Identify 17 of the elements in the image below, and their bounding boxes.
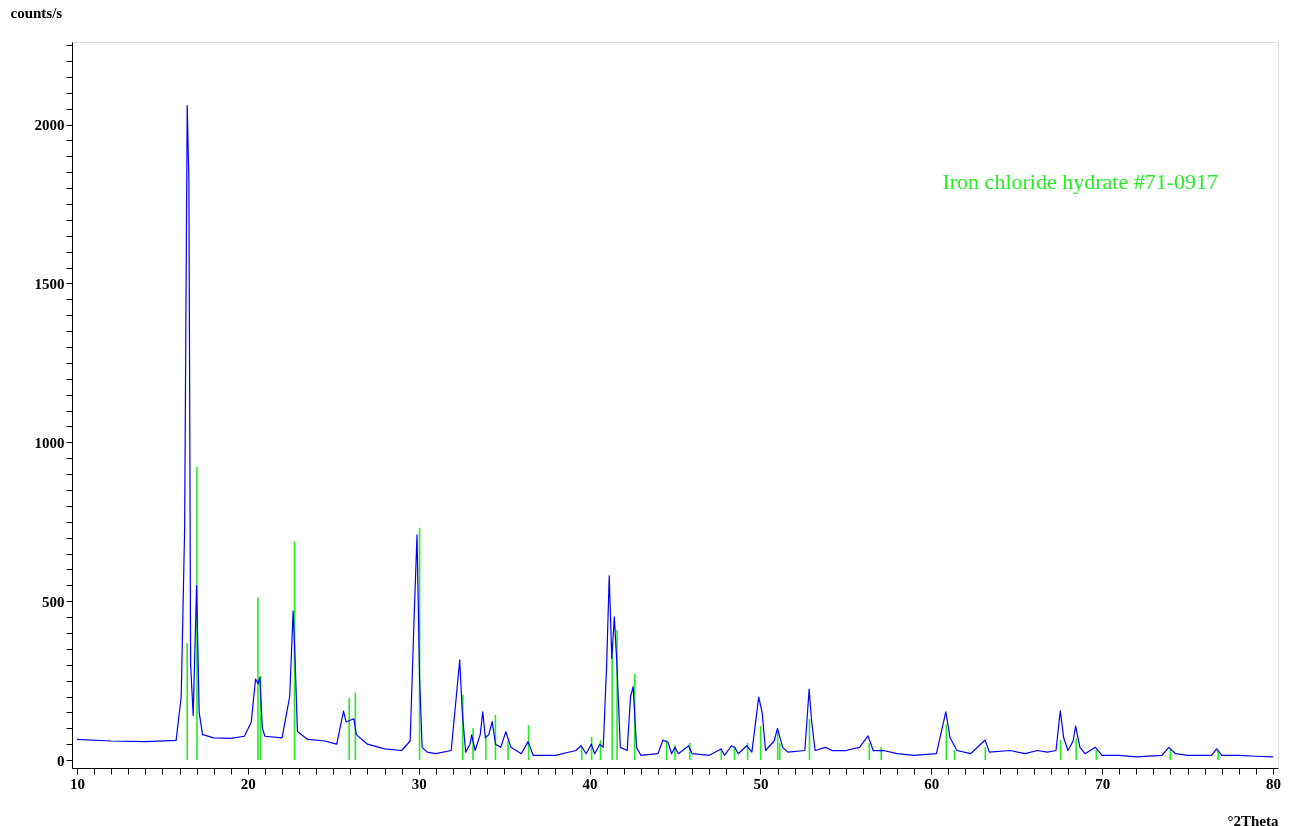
x-tick-label: 10: [70, 775, 85, 792]
y-axis-title: counts/s: [10, 4, 63, 21]
y-tick-label: 500: [42, 593, 65, 610]
x-tick-label: 20: [240, 775, 256, 792]
y-tick-label: 1000: [34, 434, 65, 451]
x-tick-label: 50: [753, 775, 769, 792]
x-tick-label: 70: [1095, 775, 1111, 792]
x-axis-title: °2Theta: [1227, 812, 1279, 826]
x-tick-label: 30: [411, 775, 427, 792]
y-tick-label: 0: [57, 752, 65, 769]
text: Iron chloride hydrate #71-0917: [942, 169, 1218, 194]
x-tick-label: 60: [924, 775, 940, 792]
y-tick-label: 1500: [34, 275, 65, 292]
x-tick-label: 40: [582, 775, 598, 792]
x-tick-label: 80: [1266, 775, 1281, 792]
line-series: [76, 104, 1274, 758]
y-tick-label: 2000: [34, 117, 65, 134]
